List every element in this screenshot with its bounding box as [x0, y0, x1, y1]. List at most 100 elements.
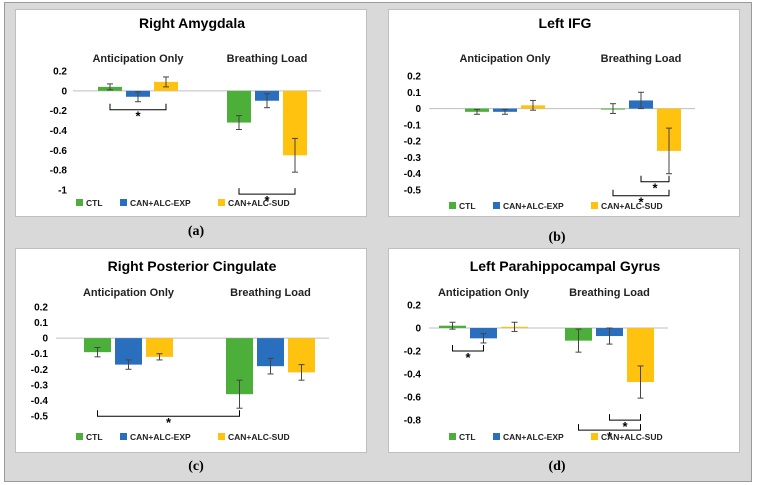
error-bar: [511, 321, 518, 332]
panel-right-posterior-cingulate: Right Posterior Cingulate 0.2 0.1 0 -0.1 -0.2…: [15, 248, 367, 453]
panel-label-b: (b): [548, 230, 566, 245]
error-bar: [292, 137, 298, 173]
legend-swatch-can-alc-exp: [120, 199, 127, 206]
error-bar: [298, 364, 305, 381]
significance-bracket: [238, 188, 296, 195]
y-tick-label: -0.4: [404, 169, 422, 180]
y-tick-label: 0.2: [34, 303, 48, 314]
significance-bracket: [97, 410, 240, 417]
legend-label-ctl: CTL: [459, 201, 476, 211]
group-label-anticipation-only: Anticipation Only: [92, 53, 184, 65]
y-tick-label: -0.2: [404, 347, 422, 358]
legend-swatch-can-alc-exp: [120, 433, 127, 440]
group-label-breathing-load: Breathing Load: [569, 287, 650, 299]
panel-left-parahippocampal-gyrus: Left Parahippocampal Gyrus 0.2 0 -0.2 -0.4 -0…: [388, 248, 740, 453]
y-tick-label: -0.2: [31, 365, 49, 376]
group-label-breathing-load: Breathing Load: [601, 53, 682, 65]
chart-title: Right Amygdala: [139, 15, 245, 31]
legend-label-can-alc-sud: CAN+ALC-SUD: [601, 432, 663, 442]
chart-svg: Right Posterior Cingulate 0.2 0.1 0 -0.1 -0.2…: [31, 258, 329, 442]
error-bar: [575, 328, 582, 353]
error-bar: [236, 379, 243, 409]
legend-label-can-alc-sud: CAN+ALC-SUD: [601, 201, 663, 211]
y-tick-label: -0.8: [404, 416, 422, 427]
error-bar: [449, 321, 456, 330]
significance-star: *: [264, 193, 270, 208]
significance-star: *: [465, 350, 471, 365]
panel-label-d: (d): [548, 459, 566, 474]
y-tick-label: -0.2: [50, 106, 68, 117]
y-tick-label: 0.2: [407, 301, 421, 312]
legend-swatch-can-alc-sud: [218, 433, 225, 440]
y-tick-label: 0.2: [407, 72, 421, 83]
error-bar: [606, 327, 613, 345]
panel-left-ifg: Left IFG 0.2 0.1 0 -0.1 -0.2 -0.3 -0.4 -0.5 Antic…: [388, 9, 740, 217]
error-bar: [502, 108, 508, 115]
legend-swatch-ctl: [449, 433, 456, 440]
bar-can-alc-exp-anticipation-only: [470, 328, 497, 339]
y-tick-label: -0.5: [404, 186, 422, 197]
legend-label-can-alc-exp: CAN+ALC-EXP: [130, 198, 191, 208]
bar-can-alc-sud-anticipation-only: [146, 338, 173, 357]
legend-swatch-can-alc-sud: [218, 199, 225, 206]
significance-star: *: [166, 415, 172, 430]
legend-swatch-can-alc-sud: [591, 433, 598, 440]
y-tick-label: -0.2: [404, 137, 422, 148]
error-bar: [638, 91, 644, 110]
significance-bracket: [640, 175, 670, 183]
legend-swatch-ctl: [76, 199, 83, 206]
error-bar: [125, 359, 132, 370]
significance-bracket: [109, 103, 167, 111]
error-bar: [530, 99, 536, 111]
y-tick-label: -0.1: [31, 349, 49, 360]
y-tick-label: -0.6: [404, 393, 422, 404]
legend-swatch-can-alc-exp: [493, 433, 500, 440]
significance-star: *: [622, 419, 628, 434]
figure-frame: Right Amygdala 0.2 0 -0.2 -0.4 -0.6 -0.8 -1 Anti…: [4, 2, 752, 482]
panel-right-amygdala: Right Amygdala 0.2 0 -0.2 -0.4 -0.6 -0.8 -1 Anti…: [15, 9, 367, 217]
error-bar: [156, 353, 163, 361]
legend-label-ctl: CTL: [459, 432, 476, 442]
y-tick-label: 0.1: [34, 318, 48, 329]
y-tick-label: -0.3: [404, 153, 422, 164]
legend-label-can-alc-exp: CAN+ALC-EXP: [503, 201, 564, 211]
error-bar: [264, 93, 270, 109]
y-tick-label: 0: [415, 104, 421, 115]
error-bar: [107, 83, 113, 91]
significance-bracket: [612, 189, 670, 197]
y-tick-label: 0.1: [407, 88, 421, 99]
group-label-breathing-load: Breathing Load: [230, 287, 311, 299]
y-tick-label: -0.4: [31, 396, 49, 407]
y-tick-label: 0: [42, 334, 48, 345]
group-label-anticipation-only: Anticipation Only: [438, 287, 530, 299]
legend-label-ctl: CTL: [86, 198, 103, 208]
chart-title: Left IFG: [539, 15, 592, 31]
legend-label-can-alc-exp: CAN+ALC-EXP: [503, 432, 564, 442]
chart-title: Right Posterior Cingulate: [108, 258, 277, 274]
error-bar: [163, 76, 169, 88]
y-tick-label: -0.1: [404, 120, 422, 131]
chart-svg: Right Amygdala 0.2 0 -0.2 -0.4 -0.6 -0.8 -1 Anti…: [50, 15, 321, 208]
group-label-anticipation-only: Anticipation Only: [83, 287, 175, 299]
chart-svg: Left Parahippocampal Gyrus 0.2 0 -0.2 -0.4 -0…: [404, 258, 668, 444]
significance-bracket: [452, 344, 484, 352]
error-bar: [236, 115, 242, 131]
legend-label-can-alc-sud: CAN+ALC-SUD: [228, 432, 290, 442]
chart-title: Left Parahippocampal Gyrus: [470, 258, 661, 274]
y-tick-label: -1: [58, 186, 67, 197]
error-bar: [637, 365, 644, 399]
y-tick-label: 0: [61, 86, 67, 97]
legend-swatch-can-alc-sud: [591, 202, 598, 209]
error-bar: [135, 91, 141, 103]
legend-label-ctl: CTL: [86, 432, 103, 442]
group-label-anticipation-only: Anticipation Only: [459, 53, 551, 65]
legend-label-can-alc-exp: CAN+ALC-EXP: [130, 432, 191, 442]
y-tick-label: -0.3: [31, 380, 49, 391]
significance-bracket: [578, 424, 641, 431]
significance-star: *: [638, 195, 644, 210]
y-tick-label: 0.2: [53, 67, 67, 78]
legend-swatch-ctl: [76, 433, 83, 440]
y-tick-label: -0.4: [404, 370, 422, 381]
significance-star: *: [607, 429, 613, 444]
significance-star: *: [135, 109, 141, 124]
